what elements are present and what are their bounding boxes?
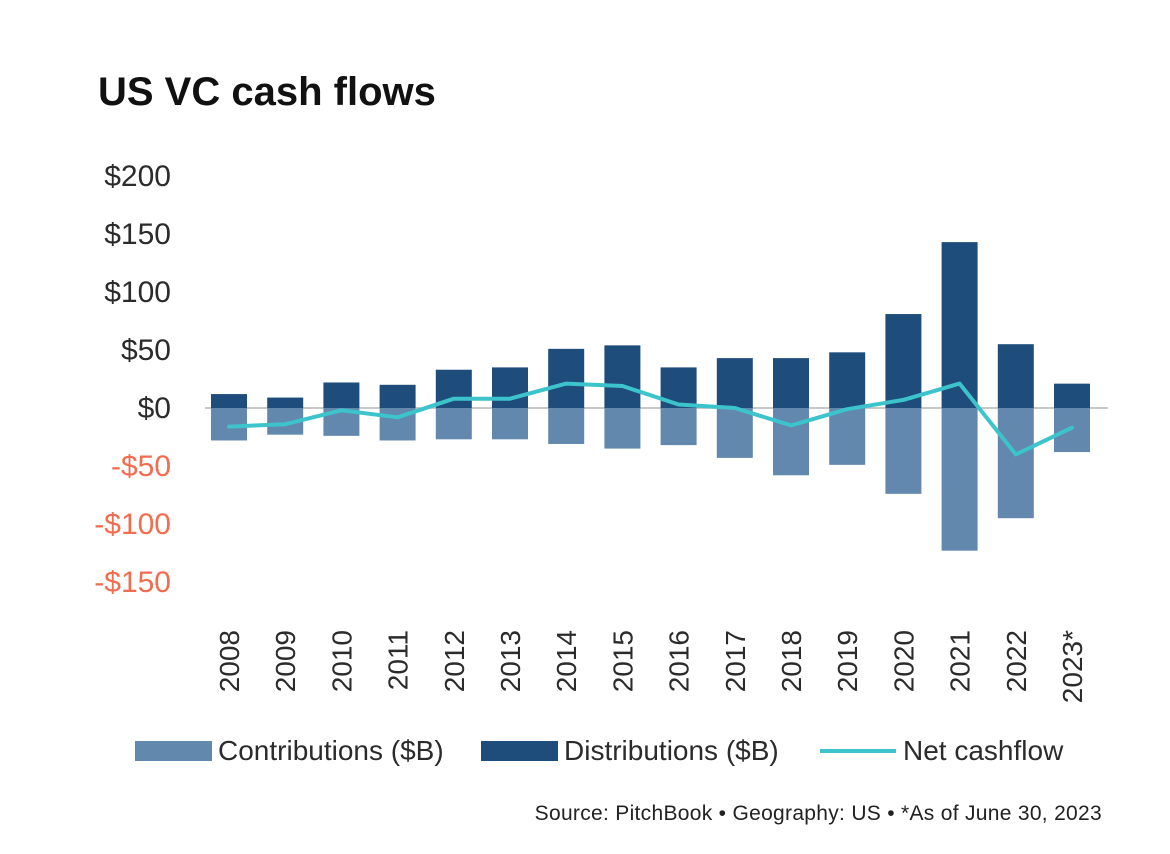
contribution-bar xyxy=(885,408,922,494)
x-tick-label: 2011 xyxy=(383,630,414,690)
contribution-bar xyxy=(773,408,809,476)
x-tick-label: 2021 xyxy=(945,630,976,692)
distribution-bar xyxy=(211,394,247,408)
contribution-bar xyxy=(604,408,641,449)
distribution-bar xyxy=(379,384,416,408)
net-cashflow-path xyxy=(227,381,1074,457)
distribution-bar xyxy=(716,358,753,408)
distribution-bar xyxy=(267,397,304,408)
chart: $200 $150 $100 $50 $0 -$50 -$100 -$150 2008 2009… xyxy=(94,160,1108,766)
y-tick-label: -$50 xyxy=(111,450,171,483)
x-tick-label: 2012 xyxy=(439,630,470,692)
distribution-bar xyxy=(492,367,528,408)
distribution-bar xyxy=(604,345,641,408)
bars xyxy=(211,242,1090,551)
x-axis: 2008 2009 2010 2011 2012 2013 2014 2015 2016 2017… xyxy=(214,630,1088,703)
x-tick-label: 2013 xyxy=(495,630,526,692)
contribution-bar xyxy=(435,408,472,440)
x-tick-label: 2023* xyxy=(1057,630,1088,703)
chart-title: US VC cash flows xyxy=(98,70,436,114)
x-tick-label: 2018 xyxy=(776,630,807,692)
legend-label-contributions: Contributions ($B) xyxy=(218,735,444,766)
contribution-bar xyxy=(829,408,866,465)
contribution-bar xyxy=(1054,408,1090,453)
legend-swatch-distributions xyxy=(481,741,558,761)
distribution-bar xyxy=(773,358,809,408)
distribution-bar xyxy=(941,242,978,408)
x-tick-label: 2015 xyxy=(607,630,638,692)
x-tick-label: 2019 xyxy=(832,630,863,692)
x-tick-label: 2010 xyxy=(326,630,357,692)
legend-label-distributions: Distributions ($B) xyxy=(564,735,779,766)
contribution-bar xyxy=(941,408,978,551)
y-tick-label: $150 xyxy=(104,218,171,251)
y-tick-label: -$100 xyxy=(94,508,171,541)
y-tick-label: $0 xyxy=(138,392,171,425)
y-tick-label: $50 xyxy=(121,334,171,367)
y-axis: $200 $150 $100 $50 $0 -$50 -$100 -$150 xyxy=(94,160,171,599)
distribution-bar xyxy=(1054,383,1090,408)
contribution-bar xyxy=(997,408,1034,519)
contribution-bar xyxy=(716,408,753,458)
source-note: Source: PitchBook • Geography: US • *As … xyxy=(534,802,1102,825)
distribution-bar xyxy=(885,314,922,408)
x-tick-label: 2014 xyxy=(551,630,582,692)
x-tick-label: 2016 xyxy=(664,630,695,692)
distribution-bar xyxy=(997,344,1034,408)
legend: Contributions ($B) Distributions ($B) Net … xyxy=(135,735,1064,766)
legend-swatch-contributions xyxy=(135,741,212,761)
contribution-bar xyxy=(492,408,528,440)
contribution-bar xyxy=(548,408,585,444)
distribution-bar xyxy=(829,352,866,408)
x-tick-label: 2017 xyxy=(720,630,751,692)
x-tick-label: 2008 xyxy=(214,630,245,692)
y-tick-label: -$150 xyxy=(94,566,171,599)
x-tick-label: 2009 xyxy=(270,630,301,692)
y-tick-label: $100 xyxy=(104,276,171,309)
net-cashflow-line xyxy=(227,381,1074,457)
x-tick-label: 2022 xyxy=(1001,630,1032,692)
y-tick-label: $200 xyxy=(104,160,171,193)
x-tick-label: 2020 xyxy=(888,630,919,692)
distribution-bar xyxy=(548,348,585,408)
contribution-bar xyxy=(660,408,697,446)
legend-label-net-cashflow: Net cashflow xyxy=(903,735,1064,766)
distribution-bar xyxy=(323,382,360,408)
